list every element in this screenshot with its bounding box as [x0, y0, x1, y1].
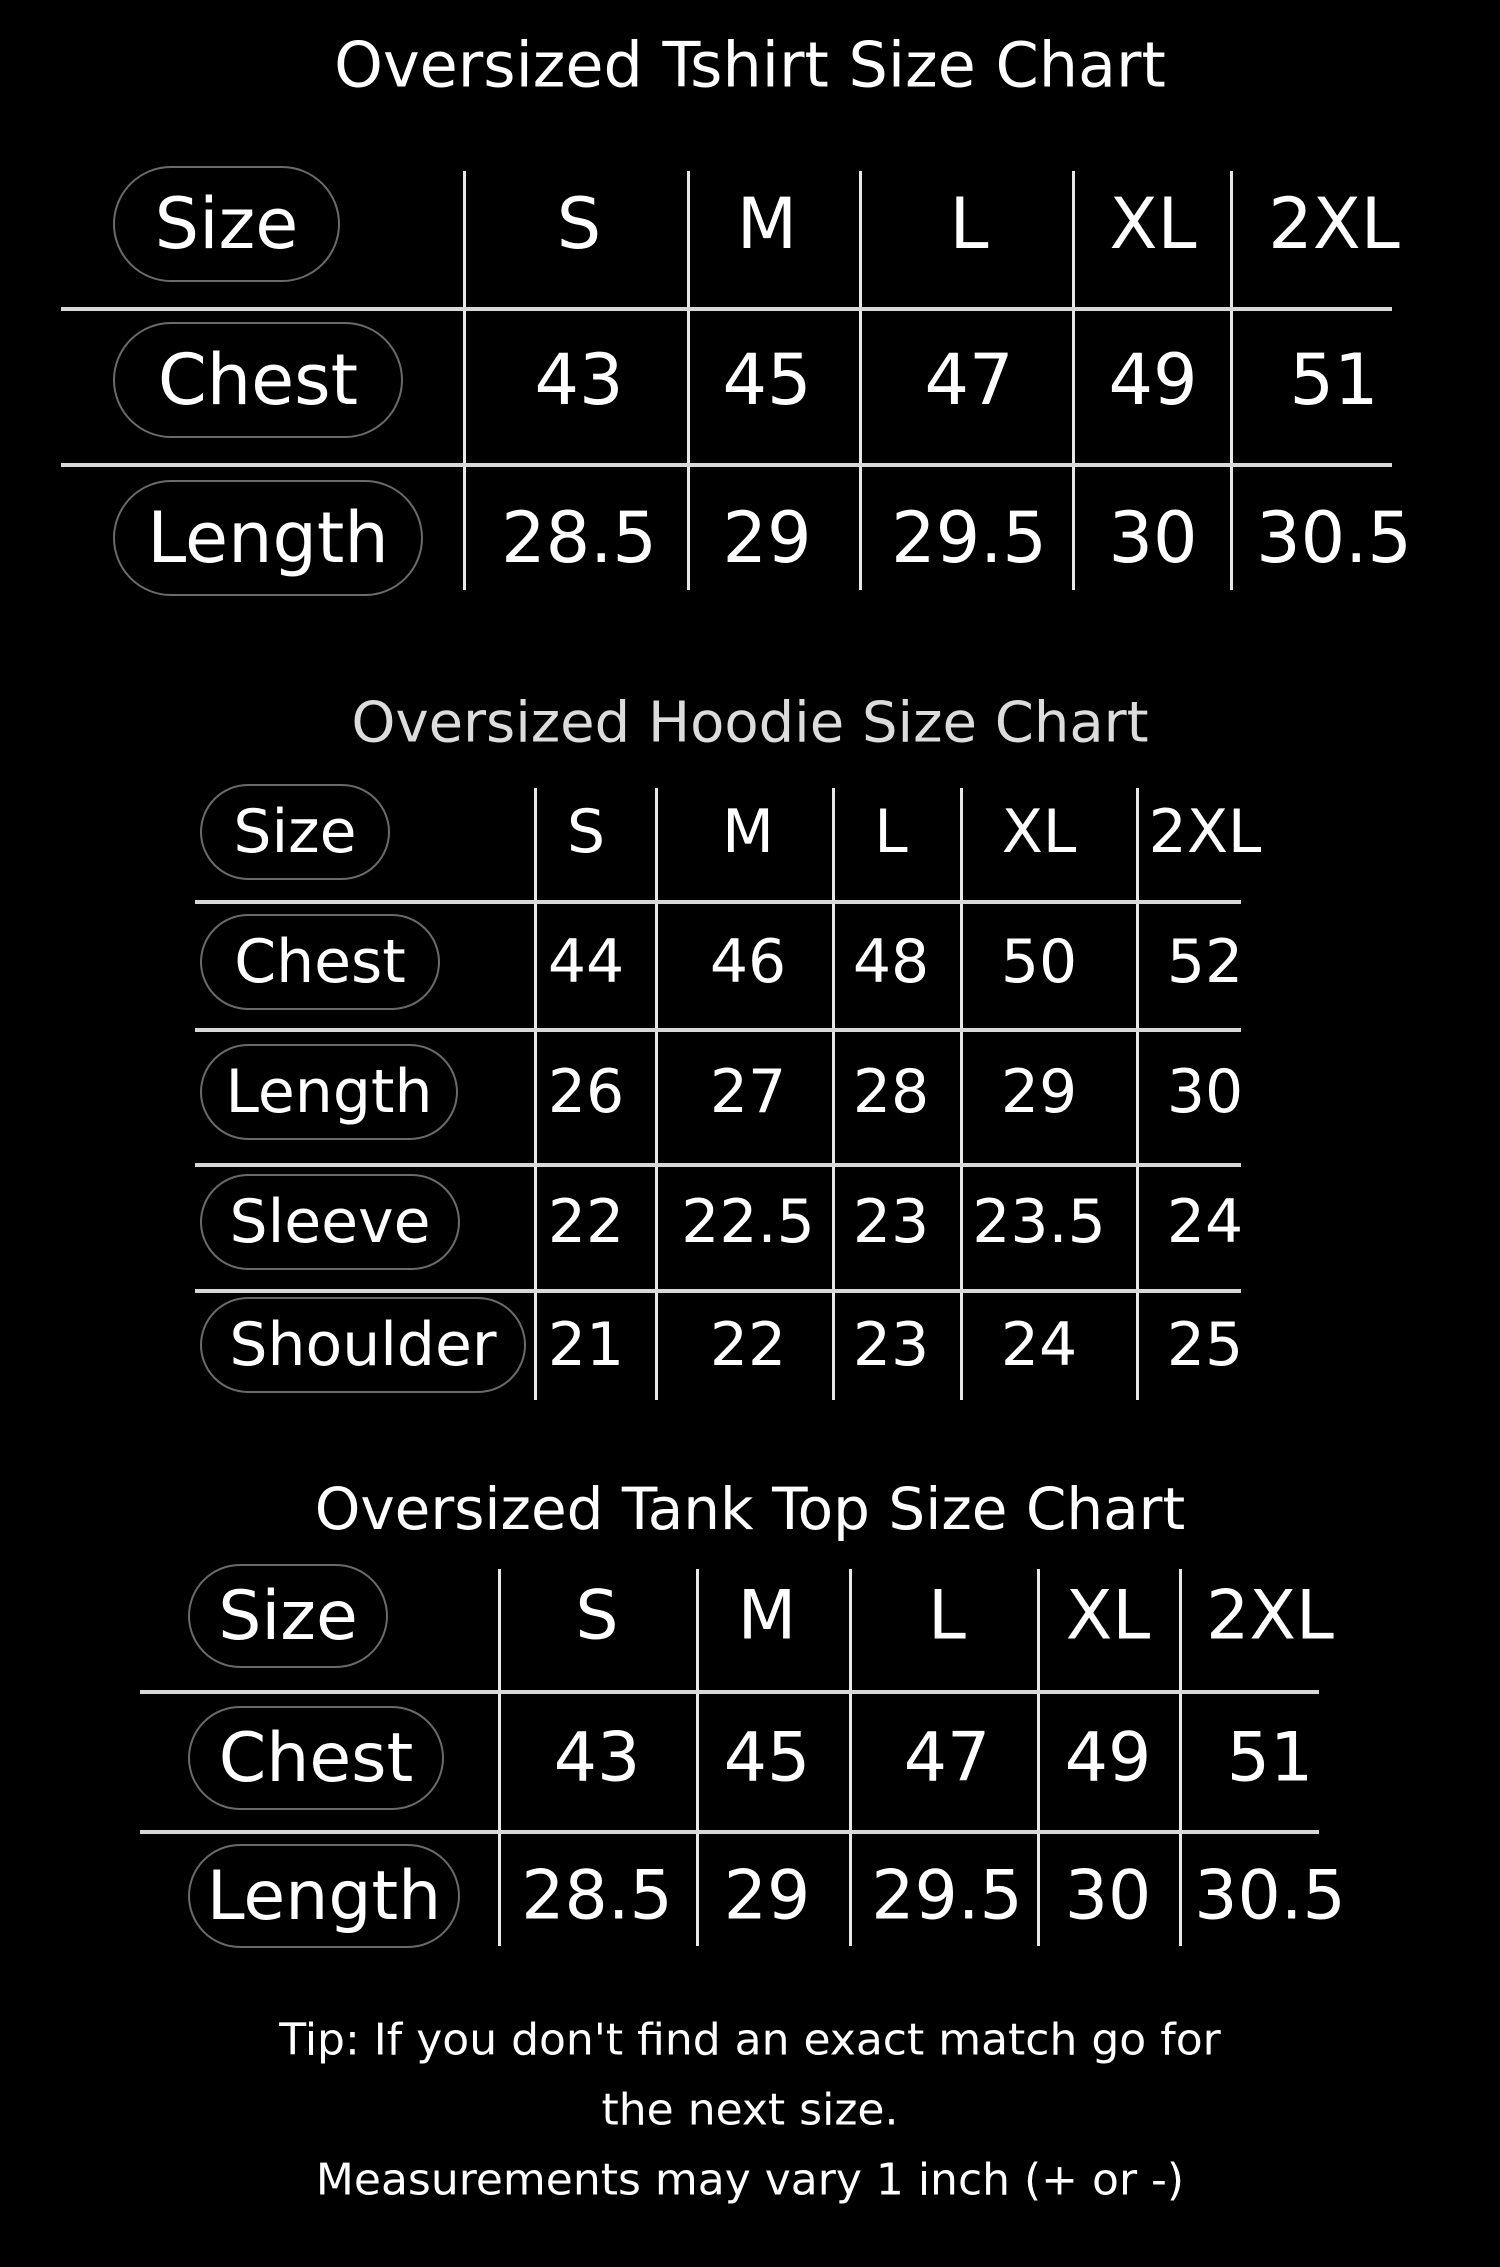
size-header-m: M [737, 1576, 797, 1656]
table-cell: 30 [1108, 497, 1198, 579]
table-cell: 29 [722, 497, 812, 579]
column-divider [1179, 1569, 1182, 1946]
table-cell: 49 [1108, 339, 1198, 421]
size-header-s: S [575, 1576, 619, 1656]
table-cell: 28 [852, 1057, 930, 1127]
row-label-length: Length [200, 1044, 458, 1140]
column-divider [498, 1569, 501, 1946]
size-header-2xl: 2XL [1148, 797, 1262, 867]
table-cell: 30 [1166, 1057, 1244, 1127]
size-header-l: L [928, 1576, 966, 1656]
row-divider [140, 1690, 1319, 1694]
table-cell: 22 [547, 1187, 625, 1257]
table-cell: 28.5 [501, 497, 657, 579]
table-cell: 50 [1000, 927, 1078, 997]
size-header-xl: XL [1109, 183, 1197, 265]
row-label-chest: Chest [200, 914, 440, 1010]
row-label-chest: Chest [113, 322, 403, 438]
size-header-l: L [949, 183, 989, 265]
row-label-chest: Chest [188, 1706, 444, 1810]
column-divider [696, 1569, 699, 1946]
table-cell: 23 [852, 1310, 930, 1380]
table-cell: 43 [553, 1718, 641, 1798]
measurement-note: Measurements may vary 1 inch (+ or -) [315, 2154, 1185, 2206]
row-divider [195, 1028, 1241, 1032]
size-header-label: Size [188, 1564, 388, 1668]
row-label-length: Length [113, 480, 423, 596]
tip-text-continued: the next size. [601, 2084, 899, 2136]
row-divider [195, 1289, 1241, 1293]
table-cell: 48 [852, 927, 930, 997]
table-cell: 43 [534, 339, 624, 421]
table-cell: 29 [1000, 1057, 1078, 1127]
row-label-sleeve: Sleeve [200, 1174, 460, 1270]
size-header-m: M [722, 797, 774, 867]
row-divider [195, 900, 1241, 904]
column-divider [655, 788, 658, 1400]
table-cell: 29.5 [871, 1856, 1023, 1936]
size-header-2xl: 2XL [1206, 1576, 1334, 1656]
row-divider [140, 1830, 1319, 1834]
tip-text: Tip: If you don't find an exact match go… [279, 2014, 1221, 2066]
size-header-2xl: 2XL [1268, 183, 1400, 265]
table-cell: 47 [903, 1718, 991, 1798]
table-cell: 46 [709, 927, 787, 997]
table-cell: 52 [1166, 927, 1244, 997]
size-header-l: L [874, 797, 908, 867]
column-divider [960, 788, 963, 1400]
table-cell: 22 [709, 1310, 787, 1380]
table-cell: 25 [1166, 1310, 1244, 1380]
column-divider [463, 171, 466, 590]
column-divider [534, 788, 537, 1400]
table-cell: 26 [547, 1057, 625, 1127]
size-header-label: Size [113, 166, 340, 282]
row-label-shoulder: Shoulder [200, 1297, 526, 1393]
size-header-m: M [736, 183, 798, 265]
table-cell: 30.5 [1194, 1856, 1346, 1936]
column-divider [687, 171, 690, 590]
table-cell: 24 [1000, 1310, 1078, 1380]
column-divider [849, 1569, 852, 1946]
chart-title: Oversized Tshirt Size Chart [334, 28, 1166, 102]
size-header-xl: XL [1065, 1576, 1151, 1656]
row-divider [195, 1163, 1241, 1167]
column-divider [1037, 1569, 1040, 1946]
size-header-xl: XL [1001, 797, 1077, 867]
column-divider [1072, 171, 1075, 590]
column-divider [1136, 788, 1139, 1400]
table-cell: 22.5 [681, 1187, 815, 1257]
size-header-s: S [556, 183, 602, 265]
table-cell: 30.5 [1256, 497, 1412, 579]
chart-title: Oversized Tank Top Size Chart [314, 1475, 1186, 1543]
table-cell: 27 [709, 1057, 787, 1127]
table-cell: 51 [1289, 339, 1379, 421]
table-cell: 45 [722, 339, 812, 421]
table-cell: 49 [1064, 1718, 1152, 1798]
table-cell: 29.5 [891, 497, 1047, 579]
table-cell: 29 [723, 1856, 811, 1936]
row-label-length: Length [188, 1844, 460, 1948]
column-divider [859, 171, 862, 590]
size-header-s: S [566, 797, 606, 867]
table-cell: 21 [547, 1310, 625, 1380]
table-cell: 47 [924, 339, 1014, 421]
row-divider [61, 463, 1392, 467]
table-cell: 45 [723, 1718, 811, 1798]
table-cell: 30 [1064, 1856, 1152, 1936]
size-header-label: Size [200, 784, 390, 880]
table-cell: 44 [547, 927, 625, 997]
table-cell: 51 [1226, 1718, 1314, 1798]
table-cell: 23 [852, 1187, 930, 1257]
table-cell: 23.5 [972, 1187, 1106, 1257]
column-divider [832, 788, 835, 1400]
chart-title: Oversized Hoodie Size Chart [351, 690, 1149, 756]
table-cell: 24 [1166, 1187, 1244, 1257]
column-divider [1230, 171, 1233, 590]
table-cell: 28.5 [521, 1856, 673, 1936]
row-divider [61, 307, 1392, 311]
